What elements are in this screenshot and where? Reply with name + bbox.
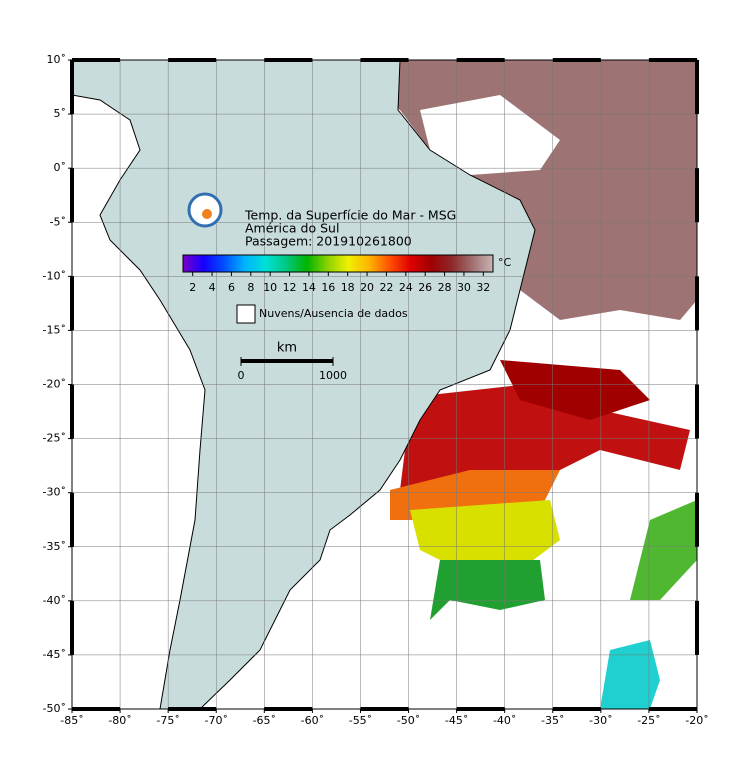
frame-band: [695, 384, 699, 439]
lat-tick-label: -15˚: [43, 323, 66, 336]
lat-tick-label: -25˚: [43, 432, 66, 445]
logo-dot: [202, 209, 212, 219]
frame-band: [456, 58, 505, 62]
sst-field: [330, 60, 697, 709]
lat-tick-label: 10˚: [47, 53, 67, 66]
colorbar-tick-label: 4: [209, 281, 216, 294]
frame-band: [695, 60, 699, 115]
lat-tick-label: -40˚: [43, 594, 66, 607]
lat-tick-label: 5˚: [54, 107, 67, 120]
lon-tick-label: -35˚: [541, 714, 564, 727]
lon-tick-label: -65˚: [253, 714, 276, 727]
frame-band: [648, 707, 697, 711]
frame-band: [360, 707, 409, 711]
lon-tick-label: -30˚: [589, 714, 612, 727]
frame-band: [360, 58, 409, 62]
colorbar-tick-label: 24: [399, 281, 413, 294]
scale-unit: km: [277, 341, 297, 356]
lon-tick-label: -50˚: [397, 714, 420, 727]
frame-band: [264, 58, 313, 62]
frame-band: [70, 492, 74, 547]
legend-swatch: [236, 304, 256, 324]
frame-band: [70, 384, 74, 439]
colorbar-tick-label: 2: [189, 281, 196, 294]
frame-band: [168, 707, 217, 711]
frame-band: [72, 707, 121, 711]
lat-tick-label: -50˚: [43, 702, 66, 715]
scale-bar: [241, 359, 333, 363]
lat-tick-label: 0˚: [54, 161, 67, 174]
frame-band: [70, 276, 74, 331]
title-line: América do Sul: [245, 221, 339, 236]
colorbar-tick-label: 32: [476, 281, 490, 294]
lon-tick-label: -80˚: [108, 714, 131, 727]
frame-band: [552, 707, 601, 711]
lon-tick-label: -60˚: [301, 714, 324, 727]
colorbar-tick-label: 22: [379, 281, 393, 294]
colorbar-tick-label: 30: [457, 281, 471, 294]
lat-tick-label: -45˚: [43, 648, 66, 661]
scale-tick-label: 0: [238, 369, 245, 382]
colorbar-tick-label: 26: [418, 281, 432, 294]
colorbar-unit: °C: [498, 256, 512, 269]
lat-tick-label: -30˚: [43, 486, 66, 499]
colorbar-tick-label: 6: [228, 281, 235, 294]
logo: [187, 192, 223, 228]
frame-band: [695, 492, 699, 547]
frame-band: [72, 58, 121, 62]
colorbar-tick-label: 8: [247, 281, 254, 294]
lon-tick-label: -45˚: [445, 714, 468, 727]
lon-tick-label: -85˚: [60, 714, 83, 727]
frame-band: [695, 276, 699, 331]
lon-tick-label: -20˚: [685, 714, 708, 727]
lon-tick-label: -75˚: [156, 714, 179, 727]
lon-tick-label: -70˚: [204, 714, 227, 727]
title-line: Passagem: 201910261800: [245, 234, 412, 249]
title-line: Temp. da Superfície do Mar - MSG: [244, 208, 456, 223]
frame-band: [70, 168, 74, 223]
colorbar-tick-label: 20: [360, 281, 374, 294]
scale-tick-label: 1000: [319, 369, 347, 382]
frame-band: [695, 168, 699, 223]
lon-tick-label: -40˚: [493, 714, 516, 727]
colorbar-tick-label: 16: [321, 281, 335, 294]
colorbar: [182, 254, 494, 273]
legend-label: Nuvens/Ausencia de dados: [259, 307, 408, 320]
colorbar-tick-label: 28: [438, 281, 452, 294]
lon-tick-label: -55˚: [349, 714, 372, 727]
lat-tick-label: -10˚: [43, 269, 66, 282]
lon-tick-label: -25˚: [637, 714, 660, 727]
colorbar-tick-label: 18: [341, 281, 355, 294]
lat-tick-label: -20˚: [43, 378, 66, 391]
frame-band: [168, 58, 217, 62]
frame-band: [264, 707, 313, 711]
frame-band: [70, 60, 74, 115]
frame-band: [456, 707, 505, 711]
lat-tick-label: -5˚: [50, 215, 66, 228]
colorbar-tick-label: 10: [263, 281, 277, 294]
frame-band: [695, 600, 699, 655]
colorbar-tick-label: 12: [283, 281, 297, 294]
colorbar-tick-label: 14: [302, 281, 316, 294]
frame-band: [648, 58, 697, 62]
frame-band: [70, 600, 74, 655]
lat-tick-label: -35˚: [43, 540, 66, 553]
frame-band: [552, 58, 601, 62]
